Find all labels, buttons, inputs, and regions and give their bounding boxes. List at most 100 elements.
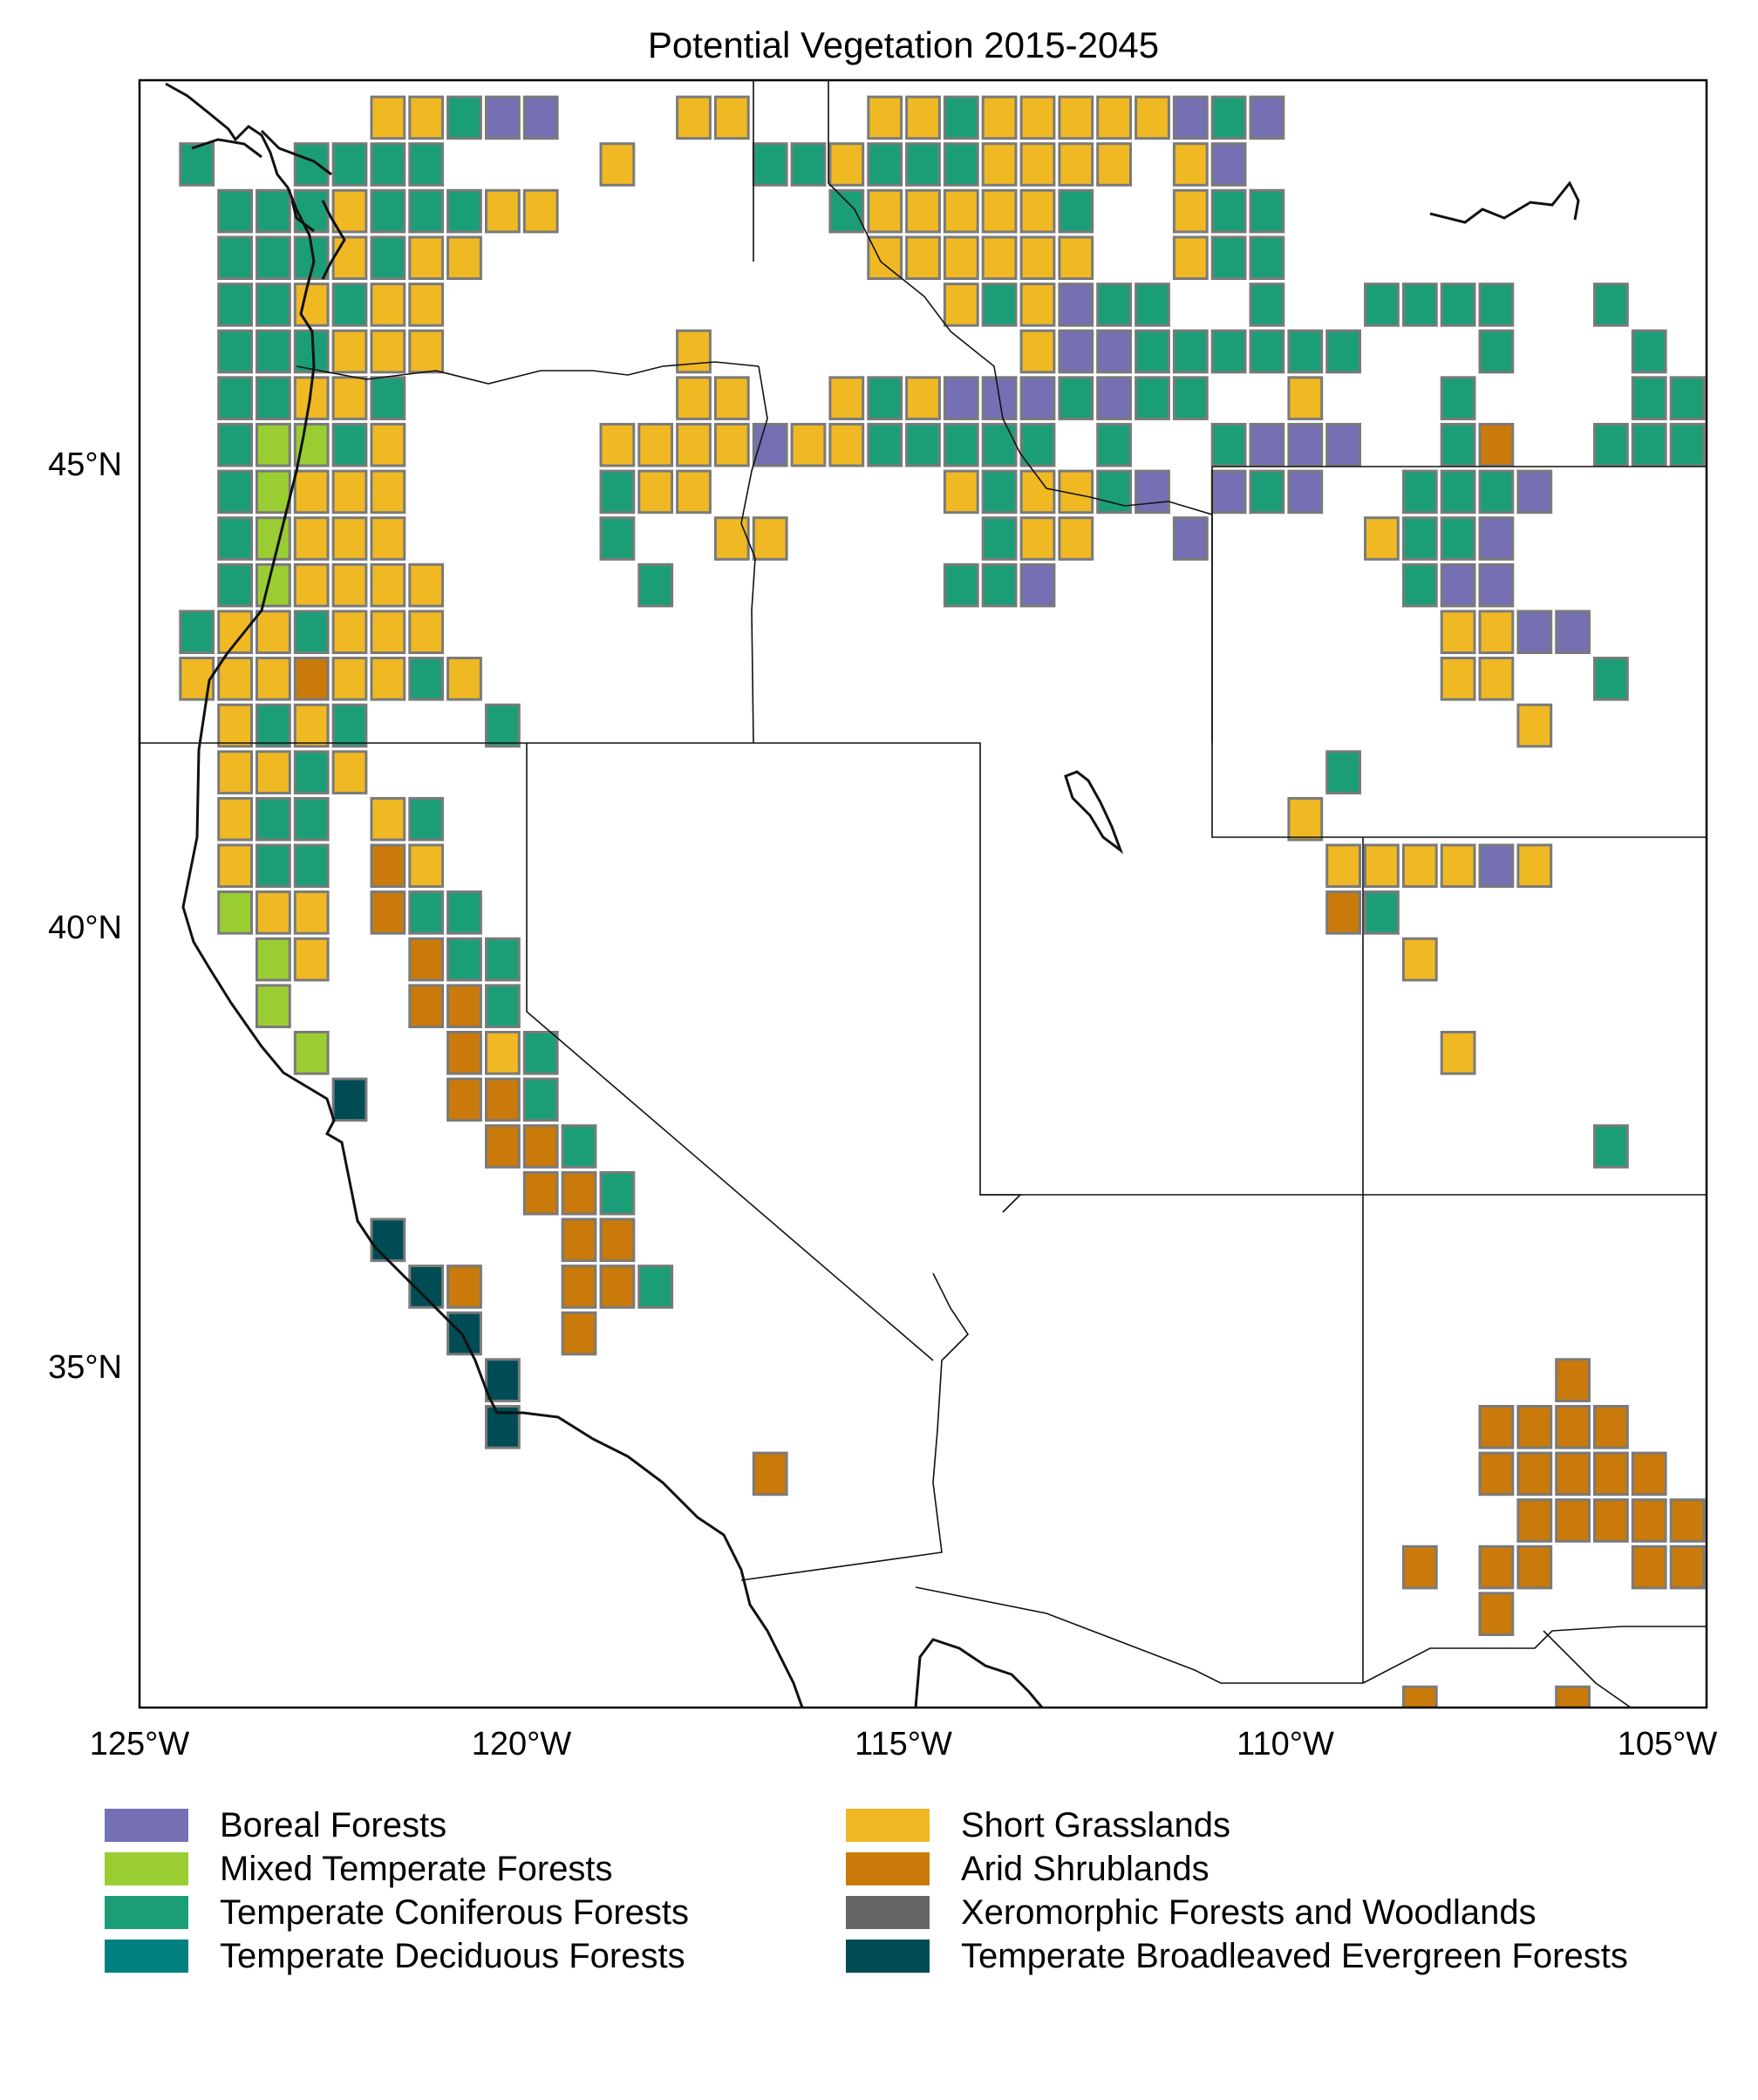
vegetation-cell	[1172, 95, 1209, 140]
vegetation-cell	[1210, 142, 1247, 187]
vegetation-cell	[408, 937, 445, 982]
vegetation-cell	[981, 283, 1018, 327]
vegetation-cell	[1593, 1405, 1629, 1449]
vegetation-cell	[599, 469, 636, 515]
vegetation-cell	[256, 610, 291, 655]
legend-item: Temperate Coniferous Forests	[105, 1891, 689, 1934]
vegetation-cell	[217, 610, 253, 655]
vegetation-cell	[637, 1265, 674, 1309]
legend-label: Temperate Deciduous Forests	[220, 1936, 685, 1975]
vegetation-cell	[1210, 188, 1247, 234]
vegetation-cell	[1249, 469, 1285, 515]
vegetation-cell	[331, 516, 368, 561]
vegetation-cell	[905, 235, 941, 280]
vegetation-cell	[1172, 188, 1209, 234]
coastline-baja	[914, 1638, 1044, 1708]
vegetation-cell	[1516, 1405, 1553, 1449]
vegetation-cell	[485, 188, 521, 234]
vegetation-cell	[485, 1358, 521, 1402]
vegetation-cell	[1249, 283, 1285, 327]
vegetation-cell	[446, 1031, 482, 1075]
vegetation-cell	[217, 890, 253, 935]
y-tick-label: 40°N	[48, 910, 122, 946]
vegetation-cell	[943, 188, 979, 234]
vegetation-cell	[370, 657, 406, 701]
vegetation-cell	[1019, 329, 1056, 374]
vegetation-cell	[1478, 843, 1515, 889]
vegetation-cell	[256, 376, 291, 420]
legend-item: Short Grasslands	[846, 1803, 1628, 1847]
vegetation-cell	[981, 562, 1018, 608]
vegetation-cell	[408, 610, 445, 655]
vegetation-cell	[331, 422, 368, 467]
vegetation-cell	[256, 657, 291, 701]
vegetation-cell	[370, 562, 406, 608]
vegetation-cell	[981, 95, 1018, 140]
vegetation-cell	[1325, 422, 1361, 467]
legend: Boreal Forests Mixed Temperate Forests Tem…	[105, 1803, 1744, 2030]
vegetation-cell	[217, 657, 253, 701]
vegetation-cell	[1440, 283, 1476, 327]
vegetation-cell	[1478, 283, 1515, 327]
vegetation-cell	[446, 1311, 482, 1356]
x-tick-label: 115°W	[855, 1726, 952, 1762]
vegetation-cell	[370, 329, 406, 374]
legend-swatch	[846, 1852, 930, 1885]
vegetation-cell	[1019, 188, 1056, 234]
vegetation-cell	[370, 235, 406, 280]
vegetation-cell	[1631, 422, 1667, 467]
vegetation-cell	[179, 142, 215, 187]
vegetation-cell	[637, 422, 674, 467]
vegetation-cell	[599, 1265, 636, 1309]
vegetation-cell	[179, 610, 215, 655]
vegetation-cell	[599, 1170, 636, 1216]
vegetation-cell	[522, 1170, 559, 1216]
vegetation-cell	[293, 937, 330, 982]
vegetation-cell	[1287, 376, 1324, 420]
vegetation-cell	[1440, 610, 1476, 655]
vegetation-cell	[1593, 283, 1629, 327]
vegetation-cell	[370, 376, 406, 420]
vegetation-cell	[943, 235, 979, 280]
vegetation-cell	[331, 1077, 368, 1122]
vegetation-cell	[561, 1265, 597, 1309]
vegetation-cell	[1325, 843, 1361, 889]
vegetation-cell	[1401, 1544, 1438, 1590]
vegetation-cell	[1249, 188, 1285, 234]
vegetation-cell	[1478, 469, 1515, 515]
vegetation-cell	[561, 1170, 597, 1216]
vegetation-cell	[1135, 469, 1170, 515]
vegetation-cell	[408, 95, 445, 140]
vegetation-cell	[1172, 329, 1209, 374]
vegetation-cell	[1478, 1451, 1515, 1497]
vegetation-cell	[1748, 331, 1758, 372]
vegetation-cell	[599, 142, 636, 187]
vegetation-cell	[331, 235, 368, 280]
legend-swatch	[105, 1809, 188, 1842]
vegetation-cell	[1287, 796, 1324, 842]
legend-item: Temperate Deciduous Forests	[105, 1934, 689, 1978]
vegetation-cell	[370, 890, 406, 935]
vegetation-cell	[1019, 235, 1056, 280]
vegetation-cell	[981, 188, 1018, 234]
vegetation-cell	[293, 283, 330, 327]
vegetation-cell	[1401, 469, 1438, 515]
vegetation-cell	[217, 843, 253, 889]
legend-item: Xeromorphic Forests and Woodlands	[846, 1891, 1628, 1934]
vegetation-cell	[1210, 469, 1247, 515]
vegetation-cell	[446, 1265, 482, 1309]
vegetation-cell	[1135, 329, 1170, 374]
vegetation-cell	[446, 937, 482, 982]
legend-label: Temperate Broadleaved Evergreen Forests	[961, 1936, 1628, 1975]
vegetation-cell	[1478, 562, 1515, 608]
vegetation-cell	[561, 1217, 597, 1263]
vegetation-cell	[981, 469, 1018, 515]
vegetation-cells	[179, 95, 1758, 1708]
vegetation-cell	[293, 562, 330, 608]
vegetation-cell	[1019, 422, 1056, 467]
vegetation-cell	[293, 516, 330, 561]
vegetation-cell	[1593, 1498, 1629, 1543]
vegetation-cell	[408, 796, 445, 842]
legend-label: Short Grasslands	[961, 1805, 1231, 1844]
legend-item: Temperate Broadleaved Evergreen Forests	[846, 1934, 1628, 1978]
